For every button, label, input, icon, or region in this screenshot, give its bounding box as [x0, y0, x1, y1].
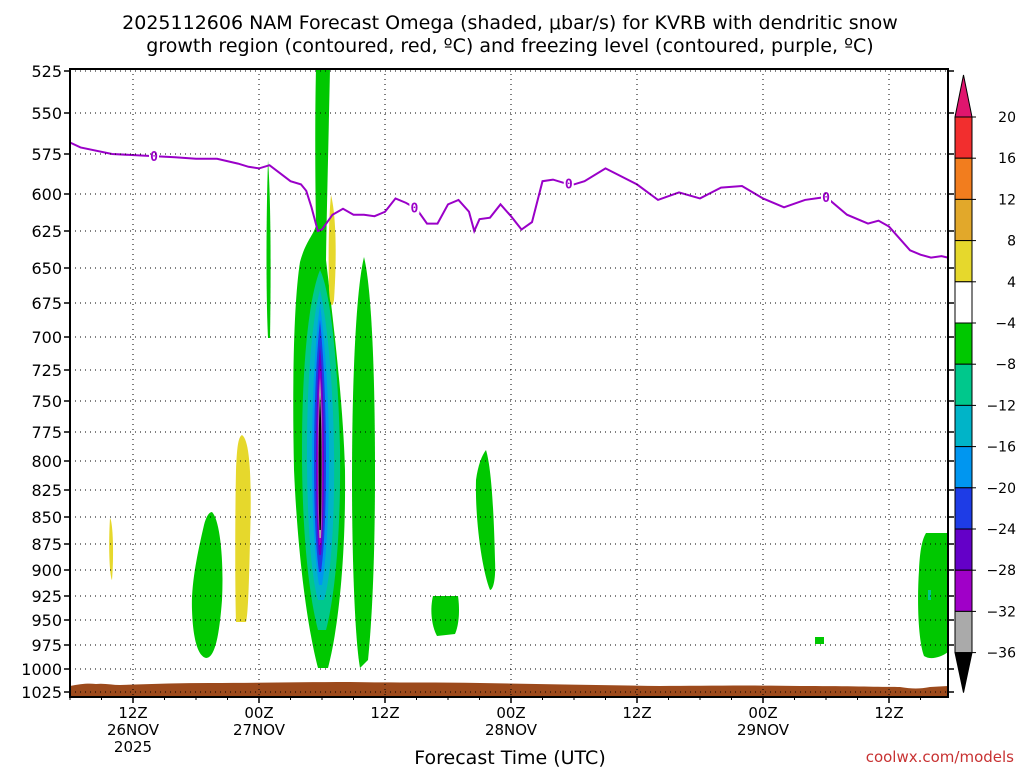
colorbar-bottom-arrow — [954, 652, 973, 693]
ground-terrain — [70, 682, 948, 697]
x-tick-label: 12Z — [118, 704, 147, 722]
plot-frame — [69, 68, 949, 698]
y-tick-label: 850 — [31, 508, 62, 527]
contour-label-background — [563, 175, 574, 190]
colorbar-label: −4 — [995, 316, 1016, 332]
x-axis-label: Forecast Time (UTC) — [414, 747, 605, 768]
colorbar-label: 16 — [998, 151, 1016, 167]
x-tick-label: 12Z — [370, 704, 399, 722]
omega-patch-downward-weak — [266, 160, 271, 338]
y-tick-label: 950 — [31, 611, 62, 630]
colorbar-label: −16 — [986, 440, 1016, 456]
contour-label-background — [821, 188, 831, 203]
x-tick-label: 28NOV — [485, 721, 538, 739]
colorbar-swatch — [954, 404, 973, 448]
colorbar-swatch — [954, 322, 973, 365]
colorbar-label: −32 — [986, 604, 1016, 620]
colorbar-label: −20 — [986, 481, 1016, 497]
omega-patch-downward-weak — [918, 533, 948, 659]
y-tick-label: 725 — [31, 361, 62, 380]
colorbar-label: −24 — [986, 522, 1016, 538]
contour-label-background — [409, 199, 420, 214]
colorbar-label: 8 — [1007, 234, 1016, 250]
colorbar-swatch — [954, 281, 973, 324]
colorbar-swatch — [954, 157, 973, 200]
y-tick-label: 600 — [31, 185, 62, 204]
y-tick-label: 875 — [31, 535, 62, 554]
colorbar-swatch — [954, 446, 973, 489]
x-tick-label: 26NOV — [107, 721, 160, 739]
colorbar-label: −12 — [986, 398, 1016, 414]
x-tick-label: 2025 — [114, 738, 152, 756]
colorbar-label: −28 — [986, 563, 1016, 579]
omega-patch-downward-weak — [815, 637, 824, 644]
omega-patch-downward-weak — [191, 512, 223, 658]
y-tick-label: 525 — [31, 62, 62, 81]
chart-title-line-2: growth region (contoured, red, ºC) and f… — [146, 35, 873, 57]
y-tick-label: 675 — [31, 294, 62, 313]
freezing-level-contour-label: 0 — [822, 191, 830, 206]
colorbar-label: −8 — [995, 357, 1016, 373]
y-tick-label: 975 — [31, 636, 62, 655]
colorbar-swatch — [954, 198, 973, 242]
y-tick-label: 900 — [31, 561, 62, 580]
omega-patch-upward-weak — [235, 435, 251, 622]
y-tick-label: 550 — [31, 104, 62, 123]
colorbar-swatch — [954, 240, 973, 283]
colorbar-top-arrow — [954, 74, 973, 118]
colorbar-label: 20 — [998, 110, 1016, 126]
contour-label-background — [149, 148, 159, 163]
omega-patch-upward-weak — [109, 518, 114, 580]
x-tick-label: 12Z — [622, 704, 651, 722]
y-tick-label: 825 — [31, 481, 62, 500]
freezing-level-line — [69, 141, 949, 259]
colorbar: 20 16 12 8 4 −4 −8 −12 −16 −20 −24 −28 −32 −36 — [954, 74, 1016, 693]
freezing-level-contour-label: 0 — [565, 178, 573, 193]
y-tick-label: 750 — [31, 392, 62, 411]
omega-patch-downward-moderate — [928, 590, 931, 600]
x-tick-label: 00Z — [496, 704, 525, 722]
omega-patch-upward-weak — [328, 195, 336, 306]
freezing-level-contour-label: 0 — [150, 150, 158, 165]
chart-title-line-1: 2025112606 NAM Forecast Omega (shaded, μ… — [122, 12, 898, 34]
colorbar-swatch — [954, 116, 973, 159]
omega-shading — [109, 68, 948, 668]
freezing-level-contour-label: 0 — [410, 202, 418, 217]
colorbar-label: 4 — [1007, 275, 1016, 291]
colorbar-swatch — [954, 610, 973, 654]
y-tick-label: 575 — [31, 145, 62, 164]
omega-main-column-core — [318, 395, 322, 530]
y-tick-label: 650 — [31, 259, 62, 278]
y-tick-label: 1000 — [21, 660, 62, 679]
y-tick-label: 625 — [31, 222, 62, 241]
y-tick-label: 925 — [31, 587, 62, 606]
colorbar-swatch — [954, 363, 973, 406]
freezing-level: 0 0 0 0 — [69, 141, 949, 259]
colorbar-swatch — [954, 528, 973, 571]
y-tick-label: 800 — [31, 452, 62, 471]
y-tick-label: 700 — [31, 328, 62, 347]
x-tick-label: 00Z — [748, 704, 777, 722]
colorbar-label: −36 — [986, 646, 1016, 662]
colorbar-swatch — [954, 569, 973, 612]
x-tick-label: 12Z — [874, 704, 903, 722]
omega-patch-downward-weak — [475, 450, 496, 590]
omega-patch-downward-weak — [431, 596, 459, 636]
axes: 525 550 575 600 625 650 675 700 725 750 775 800 825 8… — [21, 62, 954, 756]
x-tick-label: 00Z — [244, 704, 273, 722]
x-tick-label: 29NOV — [737, 721, 790, 739]
y-tick-label: 1025 — [21, 683, 62, 702]
x-tick-label: 27NOV — [233, 721, 286, 739]
omega-patch-downward-weak — [352, 257, 375, 668]
colorbar-swatch — [954, 487, 973, 530]
y-tick-label: 775 — [31, 423, 62, 442]
credit-text: coolwx.com/models — [866, 748, 1014, 766]
colorbar-label: 12 — [998, 192, 1016, 208]
